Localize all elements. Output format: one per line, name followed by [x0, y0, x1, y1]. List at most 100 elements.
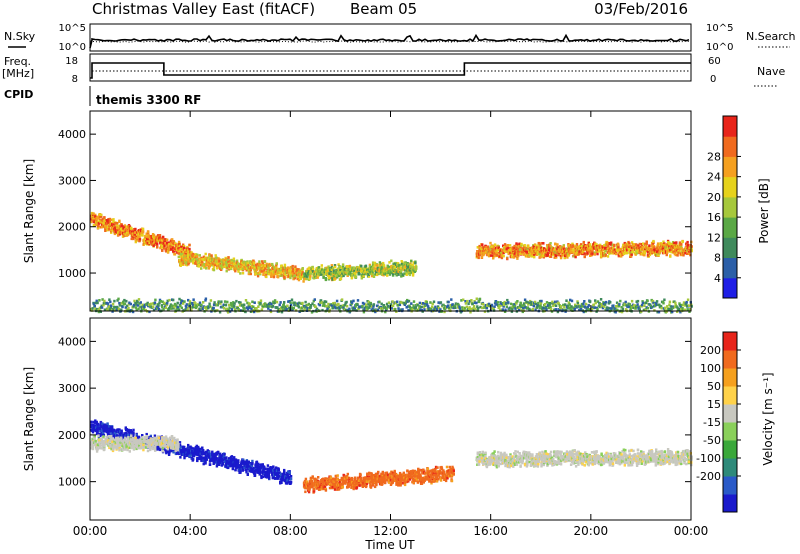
- nave-tick-bottom: 0: [710, 74, 716, 85]
- data-cell: [567, 244, 570, 248]
- data-cell: [182, 245, 186, 248]
- data-cell: [576, 253, 579, 256]
- data-cell: [213, 259, 216, 263]
- data-cell: [295, 302, 298, 305]
- data-cell: [192, 303, 195, 307]
- data-cell: [434, 305, 437, 309]
- data-cell: [300, 275, 303, 278]
- data-cell: [190, 309, 193, 312]
- data-cell: [617, 243, 620, 247]
- data-cell: [202, 301, 205, 304]
- data-cell: [681, 303, 684, 307]
- data-cell: [544, 306, 548, 309]
- data-cell: [405, 273, 408, 276]
- data-cell: [576, 251, 579, 254]
- data-cell: [610, 246, 613, 249]
- data-cell: [333, 301, 336, 305]
- data-cell: [280, 310, 284, 314]
- data-cell: [666, 251, 669, 254]
- data-cell: [283, 305, 286, 309]
- data-cell: [653, 309, 656, 312]
- data-cell: [166, 299, 169, 303]
- data-cell: [243, 303, 246, 307]
- station-title: Christmas Valley East (fitACF): [92, 0, 315, 18]
- data-cell: [186, 303, 189, 307]
- data-cell: [291, 270, 295, 274]
- data-cell: [244, 299, 248, 302]
- data-cell: [313, 270, 317, 273]
- data-cell: [630, 299, 634, 303]
- data-cell: [315, 307, 319, 311]
- data-cell: [396, 300, 399, 304]
- data-cell: [135, 308, 138, 312]
- data-cell: [593, 253, 596, 256]
- data-cell: [134, 306, 137, 309]
- data-cell: [500, 251, 503, 255]
- data-cell: [555, 308, 558, 311]
- data-cell: [173, 302, 177, 306]
- data-cell: [581, 305, 584, 308]
- data-cell: [123, 302, 127, 306]
- data-cell: [365, 308, 368, 311]
- data-cell: [437, 301, 440, 304]
- data-cell: [201, 307, 204, 310]
- data-cell: [565, 253, 568, 257]
- data-cell: [282, 269, 285, 273]
- data-cell: [121, 235, 125, 238]
- data-cell: [182, 302, 185, 305]
- data-cell: [680, 307, 683, 311]
- data-cell: [606, 241, 609, 245]
- data-cell: [505, 302, 508, 305]
- data-cell: [93, 304, 96, 308]
- data-cell: [179, 304, 182, 308]
- data-cell: [635, 243, 638, 246]
- data-cell: [566, 304, 570, 307]
- data-cell: [407, 264, 410, 268]
- data-cell: [601, 246, 605, 250]
- data-cell: [241, 267, 245, 271]
- data-cell: [224, 265, 227, 268]
- data-cell: [112, 218, 115, 221]
- data-cell: [354, 275, 358, 278]
- data-cell: [677, 251, 680, 255]
- data-cell: [576, 301, 580, 305]
- data-cell: [562, 303, 565, 307]
- data-cell: [113, 299, 116, 303]
- data-cell: [365, 270, 368, 274]
- data-cell: [290, 273, 293, 276]
- data-cell: [106, 302, 110, 305]
- data-cell: [308, 266, 311, 270]
- data-cell: [587, 241, 590, 245]
- data-cell: [179, 259, 182, 262]
- data-cell: [671, 242, 674, 246]
- data-cell: [333, 264, 337, 267]
- data-cell: [284, 273, 287, 276]
- data-cell: [105, 301, 108, 305]
- data-cell: [623, 241, 626, 245]
- data-cell: [658, 251, 662, 254]
- data-cell: [137, 233, 141, 236]
- data-cell: [260, 308, 264, 311]
- data-cell: [524, 306, 527, 309]
- data-cell: [222, 307, 226, 310]
- data-cell: [272, 300, 275, 304]
- data-cell: [385, 302, 389, 306]
- data-cell: [238, 304, 242, 307]
- data-cell: [678, 245, 682, 248]
- data-cell: [660, 243, 663, 246]
- data-cell: [364, 305, 367, 309]
- data-cell: [630, 305, 633, 308]
- data-cell: [469, 307, 473, 311]
- data-cell: [287, 300, 290, 303]
- data-cell: [494, 300, 498, 303]
- data-cell: [576, 300, 579, 303]
- data-cell: [271, 267, 275, 271]
- data-cell: [95, 421, 98, 424]
- data-cell: [406, 298, 409, 302]
- data-cell: [533, 254, 536, 257]
- data-cell: [119, 228, 122, 231]
- data-cell: [509, 302, 513, 306]
- data-cell: [490, 248, 493, 251]
- data-cell: [230, 266, 233, 269]
